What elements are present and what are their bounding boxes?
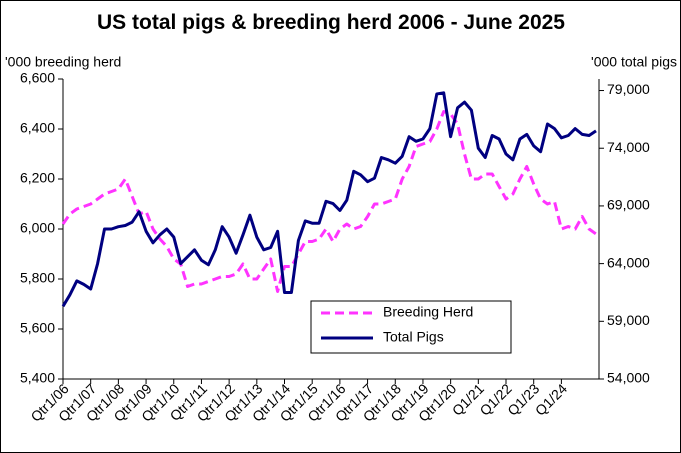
- y2-tick-label: 59,000: [607, 312, 650, 328]
- y2-tick-label: 64,000: [607, 254, 650, 270]
- legend-label: Breeding Herd: [383, 304, 473, 320]
- line-series: [61, 110, 597, 293]
- line-series: [61, 91, 597, 308]
- chart-title: US total pigs & breeding herd 2006 - Jun…: [97, 11, 565, 34]
- y-axis-label: '000 breeding herd: [5, 54, 121, 70]
- y-tick-label: 6,200: [20, 170, 55, 186]
- y2-tick-label: 79,000: [607, 81, 650, 97]
- y-tick-label: 6,000: [20, 220, 55, 236]
- legend-box: [310, 300, 512, 354]
- y-tick-label: 6,600: [20, 70, 55, 86]
- y2-tick-label: 74,000: [607, 139, 650, 155]
- y2-axis-label: '000 total pigs: [591, 54, 677, 70]
- y2-tick-label: 69,000: [607, 197, 650, 213]
- y-tick-label: 6,400: [20, 120, 55, 136]
- x-tick-label: Q1/24: [532, 380, 570, 418]
- y-tick-label: 5,400: [20, 370, 55, 386]
- y2-tick-label: 54,000: [607, 370, 650, 386]
- legend-label: Total Pigs: [383, 329, 444, 345]
- y-tick-label: 5,800: [20, 270, 55, 286]
- y-tick-label: 5,600: [20, 320, 55, 336]
